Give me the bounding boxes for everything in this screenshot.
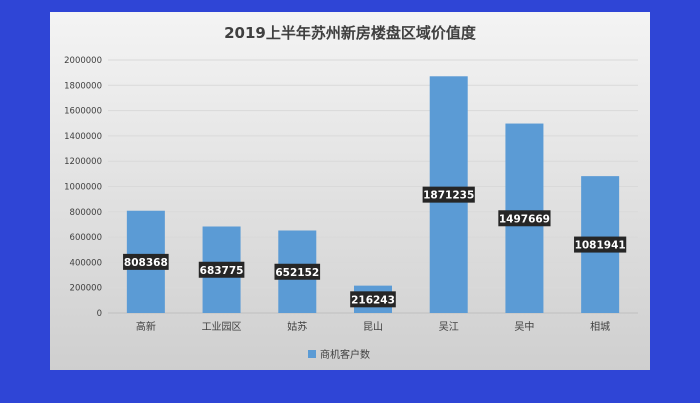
data-label: 1497669: [499, 213, 550, 225]
data-labels: 808368 683775 652152 216243 1871235 1497669 10…: [123, 186, 627, 308]
x-category-label: 高新: [136, 320, 156, 333]
data-label: 652152: [275, 267, 319, 279]
x-category-label: 吴江: [439, 321, 459, 333]
x-category-label: 相城: [590, 320, 610, 333]
y-tick-label: 800000: [70, 208, 102, 218]
y-tick-label: 1600000: [64, 107, 102, 117]
x-category-label: 姑苏: [287, 320, 307, 333]
legend-swatch: [308, 350, 316, 358]
data-label-box: [123, 253, 169, 270]
x-category-label: 昆山: [363, 321, 383, 333]
y-tick-label: 200000: [70, 284, 102, 294]
y-tick-label: 0: [97, 309, 102, 319]
x-category-label: 工业园区: [202, 321, 242, 333]
y-tick-label: 1000000: [64, 183, 102, 193]
bar-chart: 2019上半年苏州新房楼盘区域价值度 0 200000 400000 600000 80…: [50, 12, 650, 370]
data-label-box: [350, 291, 396, 308]
legend: 商机客户数: [308, 348, 370, 361]
legend-label: 商机客户数: [320, 348, 370, 361]
data-label: 216243: [351, 294, 395, 306]
y-tick-label: 600000: [70, 233, 102, 243]
data-label-box: [574, 236, 627, 253]
y-axis: 0 200000 400000 600000 800000 1000000 1200000 1…: [64, 56, 102, 319]
data-label: 683775: [200, 265, 244, 277]
y-tick-label: 1200000: [64, 157, 102, 167]
chart-title: 2019上半年苏州新房楼盘区域价值度: [224, 24, 477, 42]
data-label-box: [274, 263, 321, 280]
x-category-label: 吴中: [514, 320, 534, 333]
data-label: 1081941: [575, 240, 626, 252]
data-label-box: [498, 210, 551, 227]
y-tick-label: 1800000: [64, 81, 102, 91]
x-axis: 高新 工业园区 姑苏 昆山 吴江 吴中 相城: [136, 320, 610, 333]
chart-background: [50, 12, 650, 370]
gridlines: [108, 59, 638, 314]
y-tick-label: 1400000: [64, 132, 102, 142]
data-label: 808368: [124, 257, 168, 269]
chart-panel: 2019上半年苏州新房楼盘区域价值度 0 200000 400000 600000 80…: [50, 12, 650, 370]
y-tick-label: 2000000: [64, 56, 102, 66]
data-label: 1871235: [423, 190, 474, 202]
y-tick-label: 400000: [70, 258, 102, 268]
data-label-box: [198, 261, 245, 278]
data-label-box: [422, 186, 475, 203]
